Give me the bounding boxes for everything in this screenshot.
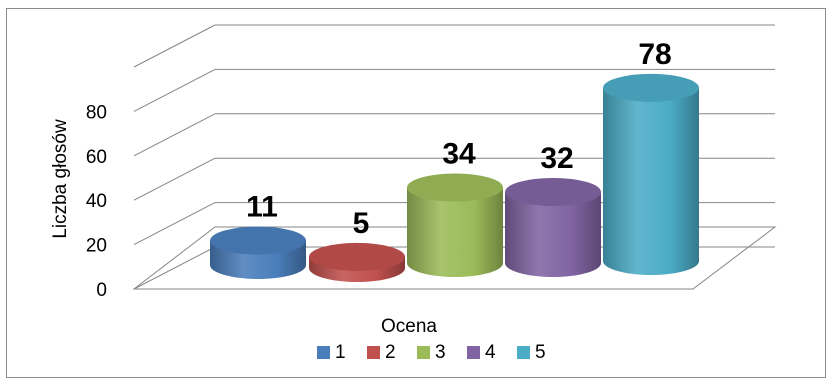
data-label: 78 [638, 38, 671, 71]
legend-swatch [517, 346, 530, 359]
data-label: 32 [540, 142, 573, 175]
y-tick-label: 40 [86, 191, 107, 212]
chart-walls [132, 226, 777, 290]
legend-label: 2 [385, 342, 396, 363]
data-label: 11 [246, 191, 278, 224]
legend-swatch [467, 346, 480, 359]
legend-label: 5 [535, 342, 546, 363]
y-axis-title: Liczba głosów [50, 119, 71, 239]
bar-top [210, 226, 306, 255]
data-label: 34 [442, 138, 476, 171]
gridline-side [133, 68, 216, 112]
legend-item-1: 1 [317, 342, 346, 363]
x-axis-title: Ocena [381, 316, 437, 337]
bar-body [505, 191, 601, 277]
bars [210, 73, 699, 282]
gridline-side [133, 246, 216, 290]
legend-item-3: 3 [417, 342, 446, 363]
chart-frame: 0 20 40 60 80 11 5 34 32 78 Liczba głosów Ocena … [6, 8, 826, 378]
legend-item-2: 2 [367, 342, 396, 363]
bar-4 [505, 177, 601, 277]
gridline-side [133, 157, 216, 201]
legend-swatch [367, 346, 380, 359]
y-tick-label: 0 [96, 280, 107, 301]
legend-item-5: 5 [517, 342, 546, 363]
bar-2 [309, 242, 405, 282]
bar-top [505, 177, 601, 206]
bar-body [603, 87, 699, 275]
gridline-side [133, 113, 216, 157]
bar-body [407, 187, 503, 277]
y-tick-label: 60 [86, 147, 107, 168]
data-label: 5 [353, 207, 370, 240]
legend-swatch [417, 346, 430, 359]
bar-3 [407, 173, 503, 277]
data-labels: 11 5 34 32 78 [246, 38, 672, 240]
bar-1 [210, 226, 306, 279]
y-axis-ticks: 0 20 40 60 80 [86, 102, 107, 301]
y-tick-label: 80 [86, 102, 107, 123]
legend-swatch [317, 346, 330, 359]
bar-top [603, 73, 699, 102]
bar-top [407, 173, 503, 202]
bar-top [309, 242, 405, 271]
legend-label: 1 [335, 342, 346, 363]
legend: 1 2 3 4 5 [317, 342, 546, 363]
y-tick-label: 20 [86, 236, 107, 257]
bar-5 [603, 73, 699, 275]
legend-item-4: 4 [467, 342, 496, 363]
legend-label: 3 [435, 342, 446, 363]
chart-floor [132, 226, 777, 290]
gridline-side [133, 24, 216, 68]
legend-label: 4 [485, 342, 496, 363]
gridline-side [133, 202, 216, 246]
